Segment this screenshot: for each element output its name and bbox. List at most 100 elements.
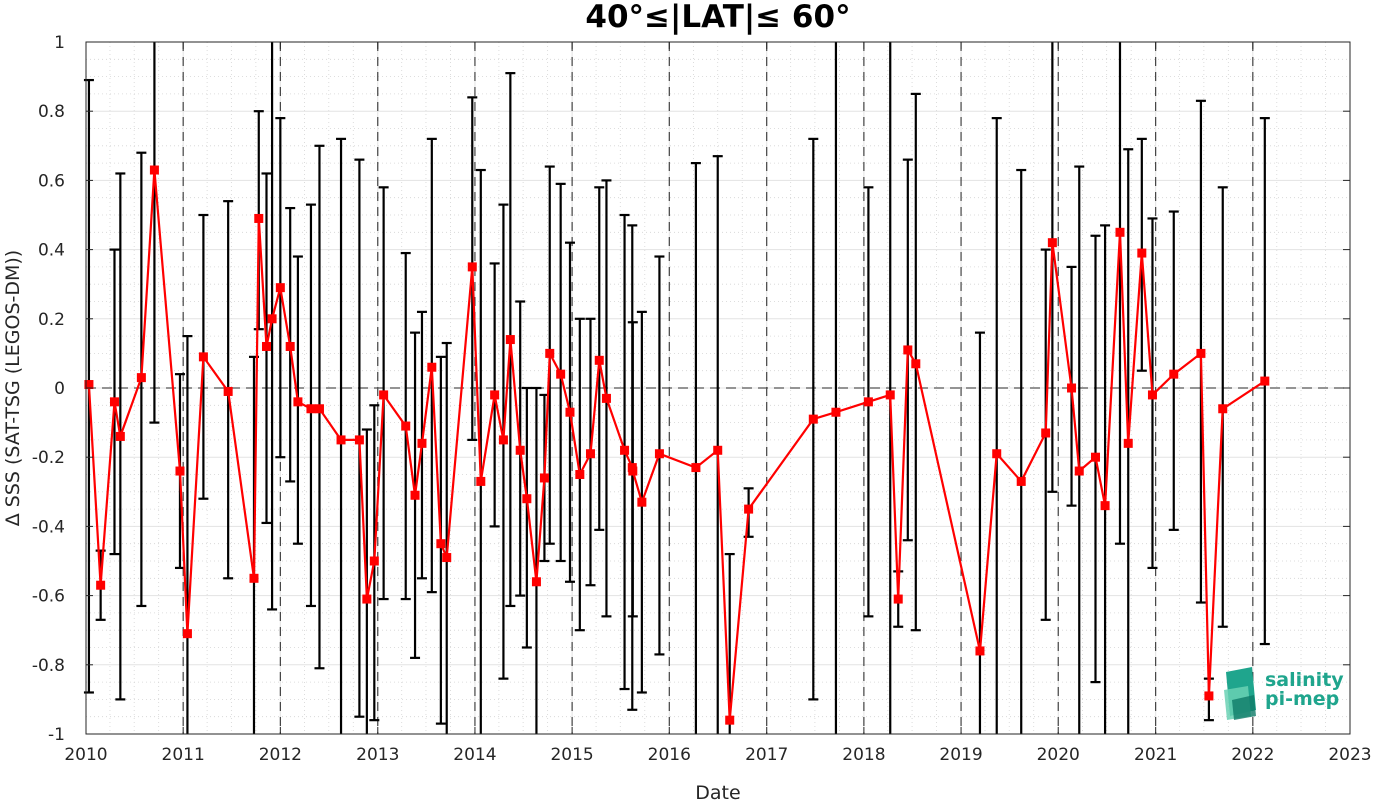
data-point xyxy=(545,348,555,358)
x-tick-label: 2015 xyxy=(550,745,593,765)
data-point xyxy=(1260,376,1270,386)
data-point xyxy=(620,445,630,455)
data-point xyxy=(84,380,94,390)
data-point xyxy=(285,341,295,351)
data-point xyxy=(637,497,647,507)
data-point xyxy=(136,373,146,383)
data-point xyxy=(336,435,346,445)
data-point xyxy=(354,435,364,445)
data-point xyxy=(1041,428,1051,438)
logo-line1: salinity xyxy=(1265,669,1344,691)
data-point xyxy=(893,594,903,604)
y-tick-label: 0.4 xyxy=(38,241,65,261)
data-point xyxy=(515,445,525,455)
data-point xyxy=(267,314,277,324)
data-point xyxy=(362,594,372,604)
x-tick-label: 2018 xyxy=(842,745,885,765)
data-point xyxy=(254,213,264,223)
chart-title: 40°≤|LAT|≤ 60° xyxy=(585,0,850,35)
data-point xyxy=(442,553,452,563)
data-point xyxy=(401,421,411,431)
data-point xyxy=(1147,390,1157,400)
y-tick-label: 0.8 xyxy=(38,102,65,122)
y-tick-label: 0 xyxy=(54,379,65,399)
y-tick-label: -0.6 xyxy=(32,587,65,607)
x-tick-label: 2021 xyxy=(1134,745,1177,765)
y-tick-label: -1 xyxy=(48,725,65,745)
data-point xyxy=(249,573,259,583)
data-point xyxy=(1169,369,1179,379)
data-point xyxy=(1218,404,1228,414)
y-tick-label: 1 xyxy=(54,33,65,53)
data-point xyxy=(115,431,125,441)
x-tick-label: 2017 xyxy=(745,745,788,765)
y-tick-label: -0.4 xyxy=(32,517,65,537)
salinity-pi-mep-logo: salinity pi-mep xyxy=(1224,667,1344,720)
data-point xyxy=(175,466,185,476)
x-tick-label: 2020 xyxy=(1037,745,1080,765)
data-point xyxy=(903,345,913,355)
x-tick-label: 2014 xyxy=(453,745,496,765)
data-point xyxy=(691,463,701,473)
data-point xyxy=(417,438,427,448)
x-tick-label: 2023 xyxy=(1328,745,1371,765)
data-point xyxy=(198,352,208,362)
data-point xyxy=(654,449,664,459)
data-point xyxy=(531,577,541,587)
data-point xyxy=(498,435,508,445)
y-tick-label: -0.2 xyxy=(32,448,65,468)
data-point xyxy=(293,397,303,407)
data-point xyxy=(992,449,1002,459)
data-point xyxy=(1100,501,1110,511)
data-point xyxy=(261,341,271,351)
data-point xyxy=(427,362,437,372)
data-point xyxy=(306,404,316,414)
x-tick-label: 2012 xyxy=(259,745,302,765)
x-tick-label: 2011 xyxy=(162,745,205,765)
data-point xyxy=(149,165,159,175)
data-point xyxy=(585,449,595,459)
x-tick-label: 2019 xyxy=(939,745,982,765)
data-point xyxy=(556,369,566,379)
data-point xyxy=(808,414,818,424)
data-point xyxy=(601,393,611,403)
data-point xyxy=(1204,691,1214,701)
data-point xyxy=(1137,248,1147,258)
y-tick-label: -0.8 xyxy=(32,656,65,676)
data-point xyxy=(1074,466,1084,476)
series-line xyxy=(87,169,1266,721)
y-axis-label: Δ SSS (SAT-TSG (LEGOS-DM)) xyxy=(2,250,24,526)
data-point xyxy=(863,397,873,407)
data-markers xyxy=(84,165,1270,725)
y-tick-label: 0.2 xyxy=(38,310,65,330)
data-point xyxy=(410,490,420,500)
data-point xyxy=(1047,238,1057,248)
data-point xyxy=(96,580,106,590)
logo-icon xyxy=(1224,667,1256,720)
data-point xyxy=(476,476,486,486)
x-tick-label: 2016 xyxy=(648,745,691,765)
data-point xyxy=(223,386,233,396)
x-tick-label: 2010 xyxy=(64,745,107,765)
data-point xyxy=(379,390,389,400)
data-point xyxy=(275,283,285,293)
data-point xyxy=(505,335,515,345)
data-point xyxy=(744,504,754,514)
y-axis-ticks: -1 -0.8 -0.6 -0.4 -0.2 0 0.2 0.4 0.6 0.8 1 xyxy=(32,33,1350,745)
data-point xyxy=(1090,452,1100,462)
data-point xyxy=(1196,348,1206,358)
data-point xyxy=(467,262,477,272)
x-axis-ticks: 2010 2011 2012 2013 2014 2015 2016 2017 2018 2019… xyxy=(64,42,1372,765)
data-point xyxy=(975,646,985,656)
data-point xyxy=(369,556,379,566)
data-point xyxy=(831,407,841,417)
data-point xyxy=(1016,476,1026,486)
data-point xyxy=(314,404,324,414)
data-point xyxy=(885,390,895,400)
data-point xyxy=(1123,438,1133,448)
data-point xyxy=(628,466,638,476)
data-point xyxy=(522,494,532,504)
x-axis-label: Date xyxy=(695,782,740,801)
data-point xyxy=(725,715,735,725)
data-point xyxy=(539,473,549,483)
